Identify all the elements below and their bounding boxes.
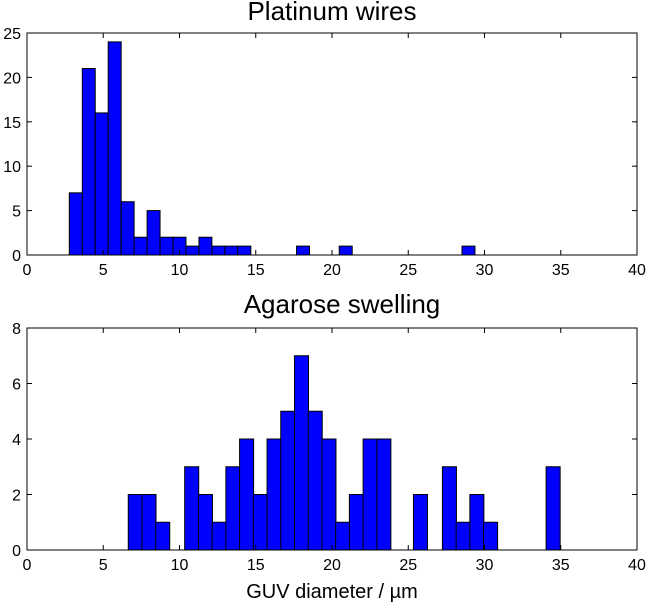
y-tick-label: 25	[3, 26, 21, 43]
histogram-bar	[239, 438, 255, 551]
histogram-bar	[483, 521, 499, 551]
x-tick-label: 5	[99, 557, 108, 574]
x-tick-label: 30	[476, 262, 494, 279]
histogram-bar	[68, 192, 83, 256]
histogram-bar	[296, 245, 311, 256]
histogram-bar	[159, 236, 174, 256]
histogram-platinum-wires: Platinum wires 0 5 10 15 20 25 30 35 40 0 5 10 15 20 2…	[3, 0, 646, 279]
x-tick-label: 0	[23, 557, 32, 574]
x-axis-label: GUV diameter / µm	[246, 581, 418, 603]
x-tick-label: 15	[247, 557, 265, 574]
histogram-bar	[293, 355, 310, 551]
y-tick-label: 6	[12, 377, 21, 394]
histogram-bar	[120, 201, 135, 256]
histogram-bar	[141, 494, 157, 551]
y-tick-label: 0	[12, 248, 21, 265]
histogram-bar	[280, 410, 296, 551]
y-tick-label: 20	[3, 70, 21, 87]
chart-title: Agarose swelling	[244, 289, 441, 319]
x-tick-label: 15	[247, 262, 265, 279]
histogram-bar	[338, 245, 353, 256]
x-tick-label: 30	[476, 557, 494, 574]
histogram-bar	[266, 438, 282, 551]
histogram-bar	[197, 494, 213, 551]
x-tick-label: 35	[552, 557, 570, 574]
histogram-bar	[225, 466, 241, 551]
x-tick-label: 40	[628, 557, 646, 574]
y-tick-label: 10	[3, 159, 21, 176]
histogram-bar	[133, 236, 148, 256]
bar-group	[127, 355, 561, 551]
histogram-bar	[81, 68, 96, 256]
histogram-bar	[237, 245, 252, 256]
histogram-bar	[545, 466, 561, 551]
y-tick-label: 4	[12, 432, 21, 449]
y-tick-label: 5	[12, 204, 21, 221]
histogram-bar	[307, 410, 323, 551]
histogram-bar	[321, 438, 337, 551]
x-tick-label: 0	[23, 262, 32, 279]
histogram-bar	[376, 438, 392, 551]
x-tick-label: 35	[552, 262, 570, 279]
histogram-bar	[348, 494, 364, 551]
histogram-bar	[198, 236, 213, 256]
histogram-bar	[155, 521, 171, 551]
x-tick-label: 20	[323, 262, 341, 279]
x-tick-label: 10	[171, 262, 189, 279]
bar-group	[68, 41, 476, 256]
histogram-bar	[127, 494, 143, 551]
histogram-agarose-swelling: Agarose swelling 0 5 10 15 20 25 30 35 40 0 2 4 6 8 G…	[12, 289, 646, 603]
histogram-bar	[469, 494, 485, 551]
histogram-bar	[185, 245, 200, 256]
histogram-bar	[94, 112, 109, 256]
histogram-bar	[455, 521, 471, 551]
y-tick-label: 15	[3, 115, 21, 132]
x-tick-label: 25	[399, 262, 417, 279]
y-tick-label: 0	[12, 543, 21, 560]
histogram-bar	[211, 521, 227, 551]
histogram-bar	[412, 494, 428, 551]
histogram-bar	[211, 245, 226, 256]
y-tick-label: 8	[12, 321, 21, 338]
x-tick-label: 10	[171, 557, 189, 574]
histogram-bar	[224, 245, 239, 256]
histogram-bar	[362, 438, 378, 551]
chart-title: Platinum wires	[247, 0, 416, 26]
axis-ticks: 0 5 10 15 20 25 30 35 40 0 2 4 6 8	[12, 321, 646, 574]
histogram-bar	[461, 245, 476, 256]
x-tick-label: 40	[628, 262, 646, 279]
x-tick-label: 25	[399, 557, 417, 574]
histogram-bar	[184, 466, 200, 551]
axis-ticks: 0 5 10 15 20 25 30 35 40 0 5 10 15 20 25	[3, 26, 646, 279]
y-tick-label: 2	[12, 488, 21, 505]
histogram-bar	[252, 494, 268, 551]
x-tick-label: 20	[323, 557, 341, 574]
histogram-bar	[441, 466, 457, 551]
x-tick-label: 5	[99, 262, 108, 279]
histogram-bar	[146, 210, 161, 256]
histogram-bar	[335, 521, 351, 551]
histogram-bar	[107, 41, 122, 256]
